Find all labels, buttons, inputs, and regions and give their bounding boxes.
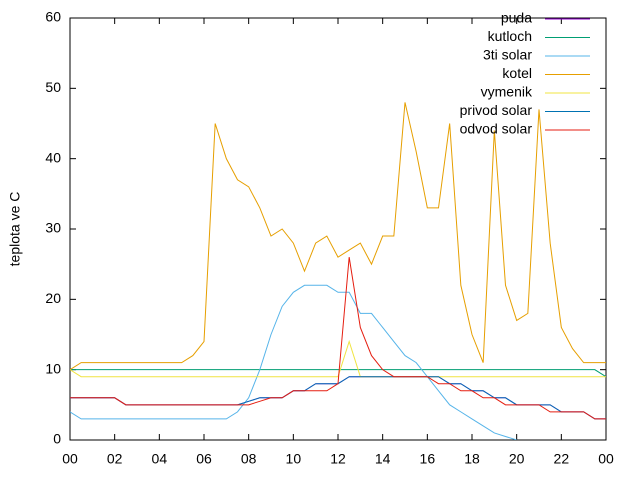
y-tick-label: 40 [45, 149, 61, 165]
x-tick-label: 16 [420, 451, 436, 467]
x-tick-label: 02 [107, 451, 123, 467]
x-tick-label: 10 [286, 451, 302, 467]
series-line [70, 284, 517, 440]
y-tick-label: 10 [45, 360, 61, 376]
y-tick-label: 50 [45, 79, 61, 95]
x-tick-label: 14 [375, 451, 391, 467]
legend-label: 3ti solar [483, 47, 532, 63]
legend-label: vymenik [481, 84, 533, 100]
y-tick-label: 60 [45, 9, 61, 25]
legend-label: odvod solar [460, 121, 533, 137]
x-tick-label: 12 [330, 451, 346, 467]
series-line [70, 339, 606, 378]
y-tick-label: 30 [45, 220, 61, 236]
x-tick-label: 08 [241, 451, 257, 467]
x-tick-label: 00 [598, 451, 614, 467]
series-line [70, 257, 606, 420]
legend-label: privod solar [460, 102, 533, 118]
y-tick-label: 0 [53, 431, 61, 447]
series-line [70, 369, 606, 378]
x-tick-label: 00 [62, 451, 78, 467]
x-tick-label: 22 [554, 451, 570, 467]
legend-label: kotel [502, 65, 532, 81]
x-tick-label: 04 [152, 451, 168, 467]
y-axis-label: teplota ve C [7, 192, 23, 267]
x-tick-label: 18 [464, 451, 480, 467]
legend-label: kutloch [488, 28, 532, 44]
legend-label: puda [501, 10, 532, 26]
y-tick-label: 20 [45, 290, 61, 306]
series-line [70, 102, 606, 371]
x-tick-label: 20 [509, 451, 525, 467]
x-tick-label: 06 [196, 451, 212, 467]
